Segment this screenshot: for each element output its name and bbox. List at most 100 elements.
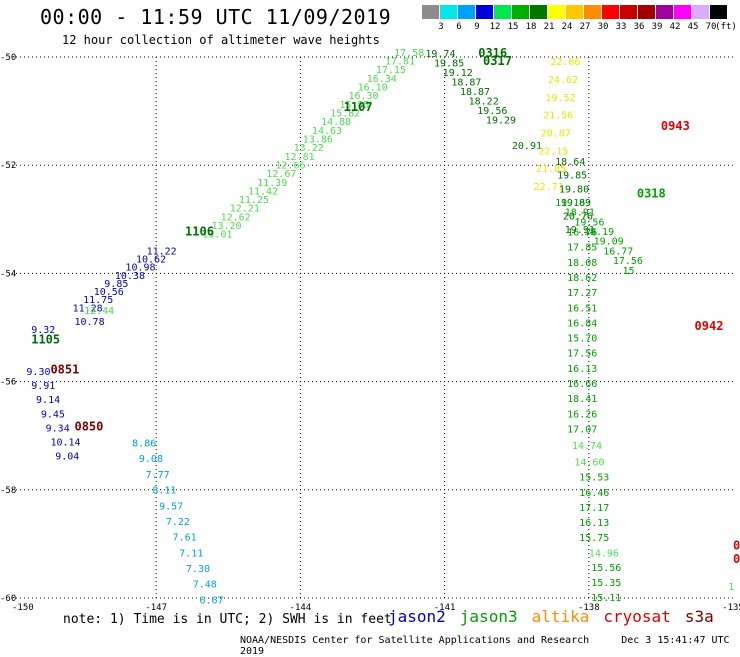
color-swatch [440,5,457,19]
wave-height-value: 10.98 [125,263,155,274]
color-scale-label: 36 [633,22,645,32]
wave-height-value: 19.80 [559,184,589,195]
wave-height-value: 17.15 [376,65,406,76]
color-swatch [458,5,475,19]
wave-height-value: 18.22 [469,96,499,107]
wave-height-value: 20.76 [563,211,593,222]
wave-height-value: 10.62 [136,255,166,266]
wave-height-value: 7.77 [146,470,170,481]
wave-height-value: 19.16 [555,198,585,209]
wave-height-value: 10.78 [74,317,104,328]
color-swatch [422,5,439,19]
wave-height-value: 17.07 [567,424,597,435]
wave-height-value: 16.26 [567,409,597,420]
color-scale-label: 21 [543,22,555,32]
color-swatch [710,5,727,19]
wave-height-value: 16.13 [567,364,597,375]
wave-height-value: 16.46 [579,488,609,499]
wave-height-value: 16.76 [567,228,597,239]
color-swatch [638,5,655,19]
wave-height-value: 22.06 [550,57,580,68]
wave-height-value: 15.56 [591,563,621,574]
pass-time-label: 1106 [185,225,214,239]
pass-time-label: 0851 [50,362,79,376]
wave-height-value: 13.22 [294,143,324,154]
wave-height-value: 7.11 [179,548,203,559]
credit-text: NOAA/NESDIS Center for Satellite Applica… [240,635,590,646]
wave-height-value: 17.27 [567,288,597,299]
color-swatch [602,5,619,19]
pass-time-label: 0943 [661,119,690,133]
wave-height-value: 19.56 [477,106,507,117]
wave-height-value: 9.45 [41,409,65,420]
wave-height-value: 16.13 [579,518,609,529]
wave-height-value: 18.08 [567,258,597,269]
wave-height-value: 19.85 [434,58,464,69]
map-title: 00:00 - 11:59 UTC 11/09/2019 [40,5,392,29]
wave-height-value: 20.87 [541,129,571,140]
wave-height-value: 19.29 [486,115,516,126]
color-swatch [656,5,673,19]
wave-height-value: 19.74 [425,49,455,60]
latitude-tick-label: -54 [0,269,16,279]
wave-height-value: 20.91 [512,141,542,152]
pass-time-label: 0316 [478,46,507,60]
color-scale-label: 12 [489,22,501,32]
wave-height-value: 14.96 [589,548,619,559]
color-scale-label: 15 [507,22,519,32]
wave-height-value: 17.56 [567,349,597,360]
wave-height-value: 15.75 [579,533,609,544]
wave-height-value: 18.87 [451,77,481,88]
wave-height-value: 13.86 [303,134,333,145]
color-scale-label: 24 [561,22,573,32]
wave-height-value: 18.87 [460,87,490,98]
wave-height-value: 18.64 [555,157,585,168]
wave-height-value: 8.86 [132,439,156,450]
wave-height-value: 9.91 [31,381,55,392]
legend-jason2: jason2 [388,607,446,626]
wave-height-value: 16.34 [367,74,397,85]
wave-height-value: 10.38 [115,271,145,282]
color-scale-label: 3 [438,22,444,32]
wave-height-value: 11.25 [239,195,269,206]
wave-height-value: 19.85 [557,171,587,182]
wave-height-value: 12.67 [266,169,296,180]
wave-height-value: 9.34 [46,423,70,434]
wave-height-value: 15.85 [339,100,369,111]
wave-height-value: 15.70 [567,334,597,345]
wave-height-value: 12.44 [84,306,114,317]
map-subtitle: 12 hour collection of altimeter wave hei… [62,33,380,47]
color-swatch [566,5,583,19]
wave-height-value: 12.21 [230,204,260,215]
wave-height-value: 11.39 [257,178,287,189]
color-swatch [692,5,709,19]
color-scale-label: 30 [597,22,609,32]
legend-altika: altika [531,607,590,626]
wave-height-value: 19.89 [561,198,591,209]
legend-s3a: s3a [684,607,714,626]
color-scale-unit: (ft) [715,22,737,32]
wave-height-value: 19.56 [574,217,604,228]
footnote: note: 1) Time is in UTC; 2) SWH is in fe… [63,612,392,627]
pass-time-label: 0942 [695,319,724,333]
wave-height-value: 10.56 [94,287,124,298]
wave-height-value: 7.48 [193,580,217,591]
wave-height-value: 17.56 [613,256,643,267]
color-scale-label: 33 [615,22,627,32]
color-swatch [620,5,637,19]
wave-height-value: 9.08 [139,454,163,465]
satellite-legend: jason2 jason3 altika cryosat s3a [388,607,728,626]
color-swatch [512,5,529,19]
color-swatch [548,5,565,19]
wave-height-value: 15.82 [330,109,360,120]
latitude-tick-label: -50 [0,53,16,63]
color-swatch [494,5,511,19]
wave-height-value: 8.11 [152,486,176,497]
wave-height-value: 11.75 [83,295,113,306]
wave-height-value: 12.81 [285,152,315,163]
latitude-tick-label: -60 [0,594,16,604]
longitude-tick-label: -135 [722,603,740,610]
wave-height-value: 15.35 [591,578,621,589]
color-scale-label: 27 [579,22,591,32]
wave-height-value: 9.30 [26,367,50,378]
